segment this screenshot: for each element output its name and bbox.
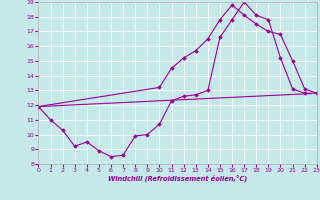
- X-axis label: Windchill (Refroidissement éolien,°C): Windchill (Refroidissement éolien,°C): [108, 175, 247, 182]
